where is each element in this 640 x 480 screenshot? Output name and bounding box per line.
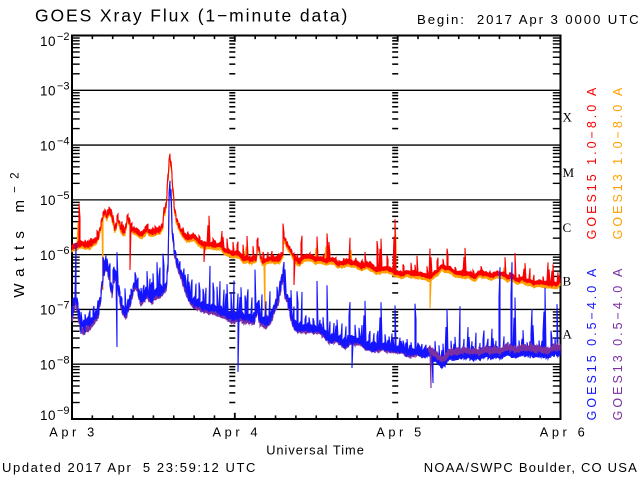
svg-text:Apr 3: Apr 3	[49, 425, 98, 440]
svg-text:10: 10	[40, 34, 56, 49]
svg-text:10: 10	[40, 248, 56, 263]
svg-text:−8: −8	[57, 355, 70, 367]
svg-text:GOES Xray Flux (1−minute data): GOES Xray Flux (1−minute data)	[35, 6, 349, 26]
svg-text:GOES15 1.0−8.0 A: GOES15 1.0−8.0 A	[585, 85, 599, 240]
svg-text:Updated 2017 Apr 5 23:59:12 U: Updated 2017 Apr 5 23:59:12 UTC	[2, 460, 257, 475]
svg-text:NOAA/SWPC Boulder, CO USA: NOAA/SWPC Boulder, CO USA	[424, 460, 638, 475]
svg-text:Universal Time: Universal Time	[266, 443, 365, 458]
svg-text:M: M	[563, 165, 575, 180]
svg-text:C: C	[563, 220, 572, 235]
svg-text:GOES13 0.5−4.0 A: GOES13 0.5−4.0 A	[611, 266, 625, 421]
svg-text:GOES15 0.5−4.0 A: GOES15 0.5−4.0 A	[585, 266, 599, 421]
svg-text:10: 10	[40, 193, 56, 208]
svg-text:10: 10	[40, 303, 56, 318]
svg-text:Begin: 2017 Apr 3 0000 UTC: Begin: 2017 Apr 3 0000 UTC	[417, 12, 640, 27]
svg-text:−3: −3	[57, 81, 70, 93]
svg-text:Watts m−2: Watts m−2	[10, 165, 29, 297]
svg-text:Apr 6: Apr 6	[540, 425, 589, 440]
svg-text:−5: −5	[57, 190, 70, 202]
svg-text:10: 10	[40, 358, 56, 373]
svg-text:Apr 5: Apr 5	[376, 425, 425, 440]
svg-text:GOES13 1.0−8.0 A: GOES13 1.0−8.0 A	[611, 85, 625, 240]
svg-text:10: 10	[40, 138, 56, 153]
svg-text:−7: −7	[57, 300, 70, 312]
svg-text:Apr 4: Apr 4	[213, 425, 262, 440]
svg-text:10: 10	[40, 408, 56, 423]
svg-text:A: A	[563, 326, 573, 341]
svg-text:B: B	[563, 274, 572, 289]
svg-text:10: 10	[40, 84, 56, 99]
svg-text:X: X	[563, 110, 573, 125]
svg-text:−6: −6	[57, 245, 70, 257]
svg-text:−4: −4	[57, 135, 70, 147]
svg-text:−2: −2	[57, 31, 70, 43]
svg-text:−9: −9	[57, 405, 70, 417]
